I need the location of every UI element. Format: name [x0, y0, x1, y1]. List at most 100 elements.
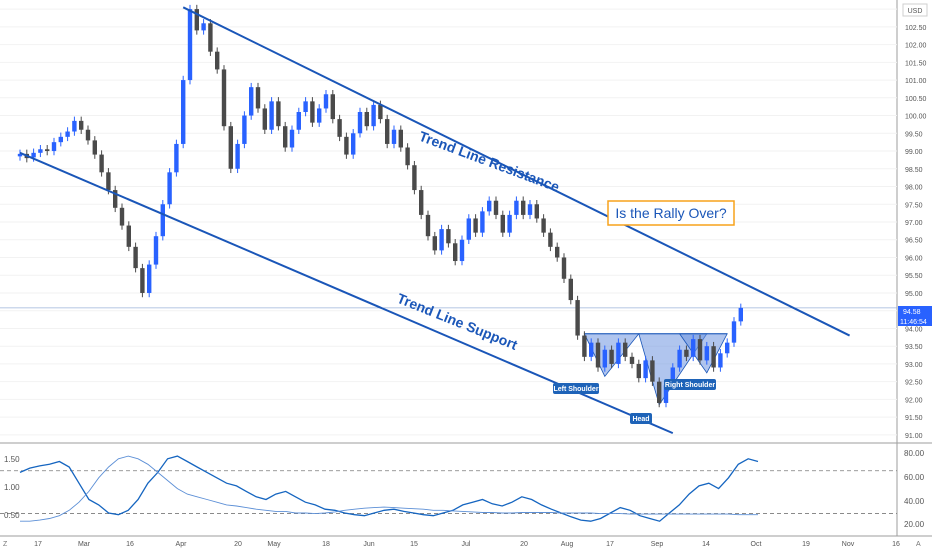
- ind-right-label-1: 60.00: [904, 473, 925, 482]
- ind-left-label-0: 1.50: [4, 455, 20, 464]
- price-axis: 103.00102.50102.00101.50101.00100.50100.…: [905, 7, 927, 440]
- question-callout: [607, 200, 735, 226]
- last-price-label: 94.58: [903, 309, 921, 316]
- candle-body: [548, 232, 553, 247]
- candle-body: [317, 108, 322, 123]
- price-tick-label: 101.00: [905, 78, 927, 85]
- time-tick-label: Sep: [651, 541, 664, 548]
- candle-body: [181, 80, 186, 144]
- price-tick-label: 99.00: [905, 149, 923, 156]
- candle-body: [99, 154, 104, 173]
- time-tick-label: 16: [892, 541, 900, 548]
- time-tick-label: Apr: [176, 541, 188, 548]
- candle-body: [521, 200, 526, 215]
- candle-body: [133, 246, 138, 269]
- price-tick-label: 97.50: [905, 202, 923, 209]
- candle-body: [602, 349, 607, 368]
- candle-body: [187, 9, 193, 81]
- price-tick-label: 93.00: [905, 362, 923, 369]
- candle-body: [575, 300, 580, 336]
- candle-body: [371, 104, 376, 127]
- candle-body: [72, 120, 77, 132]
- candle-body: [493, 200, 499, 215]
- candle-body: [385, 119, 390, 144]
- countdown-tag: [898, 316, 932, 326]
- time-tick-label: 17: [606, 541, 614, 548]
- candle-body: [459, 239, 465, 262]
- candle-body: [643, 360, 648, 379]
- candle-body: [303, 101, 308, 112]
- candle-body: [697, 339, 703, 361]
- candle-body: [174, 143, 179, 173]
- candle-body: [45, 149, 50, 152]
- candle-body: [419, 190, 424, 215]
- price-tick-label: 95.50: [905, 273, 923, 280]
- price-pane[interactable]: [0, 0, 897, 442]
- price-tick-label: 93.50: [905, 344, 923, 351]
- candle-body: [650, 360, 655, 382]
- candle-body: [731, 321, 737, 343]
- candle-body: [147, 264, 152, 293]
- price-tick-label: 96.50: [905, 238, 923, 245]
- question-text: Is the Rally Over?: [615, 205, 726, 221]
- candle-body: [439, 229, 444, 251]
- candle-body: [527, 204, 533, 215]
- candle-body: [289, 129, 295, 148]
- price-tick-label: 92.00: [905, 397, 923, 404]
- price-tick-label: 98.50: [905, 167, 923, 174]
- candle-body: [391, 129, 397, 144]
- currency-box[interactable]: [902, 3, 928, 17]
- candle-body: [310, 101, 315, 123]
- candle-body: [140, 268, 145, 293]
- candle-body: [657, 381, 662, 403]
- left-shoulder-tag: [553, 383, 599, 394]
- candle-body: [677, 349, 682, 368]
- candle-body: [167, 172, 172, 205]
- candle-body: [262, 108, 267, 130]
- price-tick-label: 92.50: [905, 380, 923, 387]
- candle-body: [113, 190, 118, 208]
- ind-right-label-3: 20.00: [904, 520, 925, 529]
- ind-left-label-2: 0.50: [4, 511, 20, 520]
- candle-body: [92, 140, 97, 155]
- candle-body: [500, 214, 505, 233]
- candle-body: [364, 112, 369, 127]
- candle-body: [153, 236, 159, 265]
- footer-right-label[interactable]: A: [916, 541, 921, 548]
- candle-body: [582, 335, 587, 357]
- candle-body: [704, 346, 709, 361]
- candle-body: [473, 218, 478, 233]
- price-tick-label: 97.00: [905, 220, 923, 227]
- indicator-series-1: [20, 455, 758, 522]
- candle-body: [711, 346, 716, 368]
- currency-label: USD: [908, 8, 923, 15]
- right-shoulder-tag: [664, 379, 716, 390]
- candle-body: [201, 23, 206, 31]
- price-tick-label: 96.00: [905, 255, 923, 262]
- ind-right-label-2: 40.00: [904, 497, 925, 506]
- price-tick-label: 101.50: [905, 60, 927, 67]
- footer-left-label[interactable]: Z: [3, 541, 8, 548]
- candle-body: [235, 143, 240, 169]
- candle-body: [507, 214, 512, 233]
- candle-body: [85, 129, 91, 141]
- time-tick-label: Aug: [561, 541, 574, 548]
- candle-body: [51, 142, 57, 152]
- price-tick-label: 94.00: [905, 326, 923, 333]
- candle-body: [589, 342, 594, 357]
- candle-body: [725, 342, 730, 354]
- head-tag: [630, 413, 652, 424]
- time-tick-label: 20: [520, 541, 528, 548]
- candle-body: [337, 119, 342, 137]
- head-label: Head: [632, 416, 649, 423]
- candle-body: [79, 120, 84, 130]
- candle-body: [663, 385, 669, 403]
- candle-body: [466, 218, 471, 240]
- candle-body: [269, 101, 274, 130]
- candle-body: [228, 126, 233, 169]
- candle-body: [215, 51, 220, 70]
- candle-body: [616, 342, 621, 364]
- price-tick-label: 99.50: [905, 131, 923, 138]
- countdown-label: 11:46:54: [900, 319, 927, 326]
